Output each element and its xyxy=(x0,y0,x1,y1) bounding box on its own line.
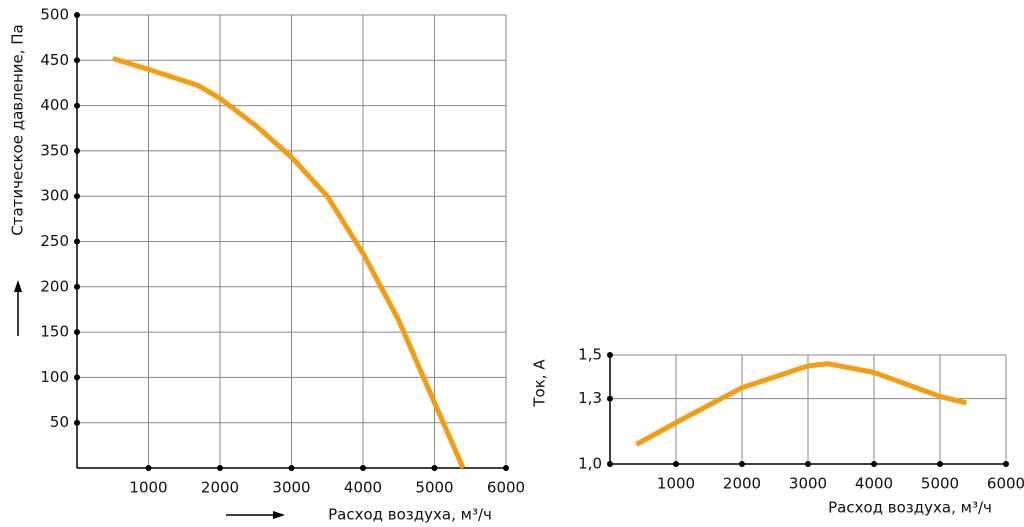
curve xyxy=(635,361,968,447)
arrows xyxy=(14,280,285,519)
y-tick-label: 500 xyxy=(40,6,69,24)
x-tick-label: 1000 xyxy=(129,479,167,497)
y-tick-label: 150 xyxy=(40,323,69,341)
x-tick-label: 5000 xyxy=(921,475,959,493)
x-tick-label: 5000 xyxy=(415,479,453,497)
y-tick-label: 400 xyxy=(40,96,69,114)
x-tick-label: 6000 xyxy=(487,479,525,497)
x-axis-title: Расход воздуха, м³/ч xyxy=(328,506,492,524)
y-axis-title: Ток, А xyxy=(531,359,549,408)
y-tick-label: 1,0 xyxy=(578,455,602,473)
y-tick-label: 50 xyxy=(50,413,69,431)
y-tick-label: 300 xyxy=(40,187,69,205)
y-tick-label: 1,5 xyxy=(578,346,602,364)
x-axis-title: Расход воздуха, м³/ч xyxy=(828,499,992,517)
y-tick-label: 450 xyxy=(40,51,69,69)
y-axis-title: Статическое давление, Па xyxy=(9,24,27,235)
x-tick-label: 2000 xyxy=(201,479,239,497)
curve xyxy=(112,56,466,470)
y-tick-label: 350 xyxy=(40,141,69,159)
y-tick-label: 1,3 xyxy=(578,389,602,407)
x-tick-label: 1000 xyxy=(657,475,695,493)
y-tick-label: 200 xyxy=(40,277,69,295)
x-tick-label: 3000 xyxy=(272,479,310,497)
x-tick-label: 4000 xyxy=(855,475,893,493)
x-tick-label: 2000 xyxy=(723,475,761,493)
y-tick-label: 100 xyxy=(40,368,69,386)
y-tick-label: 250 xyxy=(40,232,69,250)
x-tick-label: 6000 xyxy=(987,475,1024,493)
x-tick-label: 4000 xyxy=(344,479,382,497)
x-tick-label: 3000 xyxy=(789,475,827,493)
